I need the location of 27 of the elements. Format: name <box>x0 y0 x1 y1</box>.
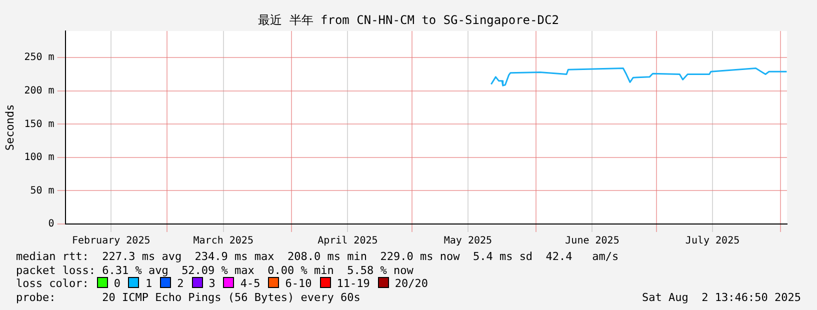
x-tick-label: July 2025 <box>685 236 740 247</box>
legend-label: 3 <box>208 277 216 290</box>
x-tick-label: May 2025 <box>444 236 492 247</box>
y-tick-label: 50 m <box>30 185 54 196</box>
chart-title: 最近 半年 from CN-HN-CM to SG-Singapore-DC2 <box>257 12 560 29</box>
text: Sat Aug 2 13:46:50 2025 <box>642 290 801 304</box>
legend-label: 4-5 <box>240 277 260 290</box>
legend-label: 11-19 <box>336 277 370 290</box>
legend-title: loss color: <box>16 277 89 290</box>
legend-label: 2 <box>177 277 184 290</box>
x-tick-label: March 2025 <box>193 236 254 247</box>
y-tick-label: 250 m <box>24 52 54 64</box>
x-tick-label: June 2025 <box>565 236 620 247</box>
y-axis-title: Seconds <box>3 104 16 151</box>
legend-label: 0 <box>114 277 120 290</box>
text: packet loss: 6.31 % avg 52.09 % max 0.00 % min 5.58 % now <box>16 264 414 277</box>
y-tick-label: 0 <box>48 218 54 230</box>
legend-label: 20/20 <box>394 277 428 290</box>
x-tick-label: April 2025 <box>318 236 378 247</box>
x-tick-label: February 2025 <box>72 236 150 247</box>
text: probe: 20 ICMP Echo Pings (56 Bytes) every 60s <box>16 290 360 304</box>
y-tick-label: 100 m <box>24 152 54 164</box>
y-tick-label: 150 m <box>24 118 54 130</box>
y-tick-label: 200 m <box>24 85 54 96</box>
legend-label: 1 <box>145 277 152 290</box>
text: median rtt: 227.3 ms avg 234.9 ms max 208.0 ms min 229.0 ms now 5.4 ms sd 42.4 am/s <box>16 250 620 264</box>
legend-label: 6-10 <box>285 277 312 290</box>
